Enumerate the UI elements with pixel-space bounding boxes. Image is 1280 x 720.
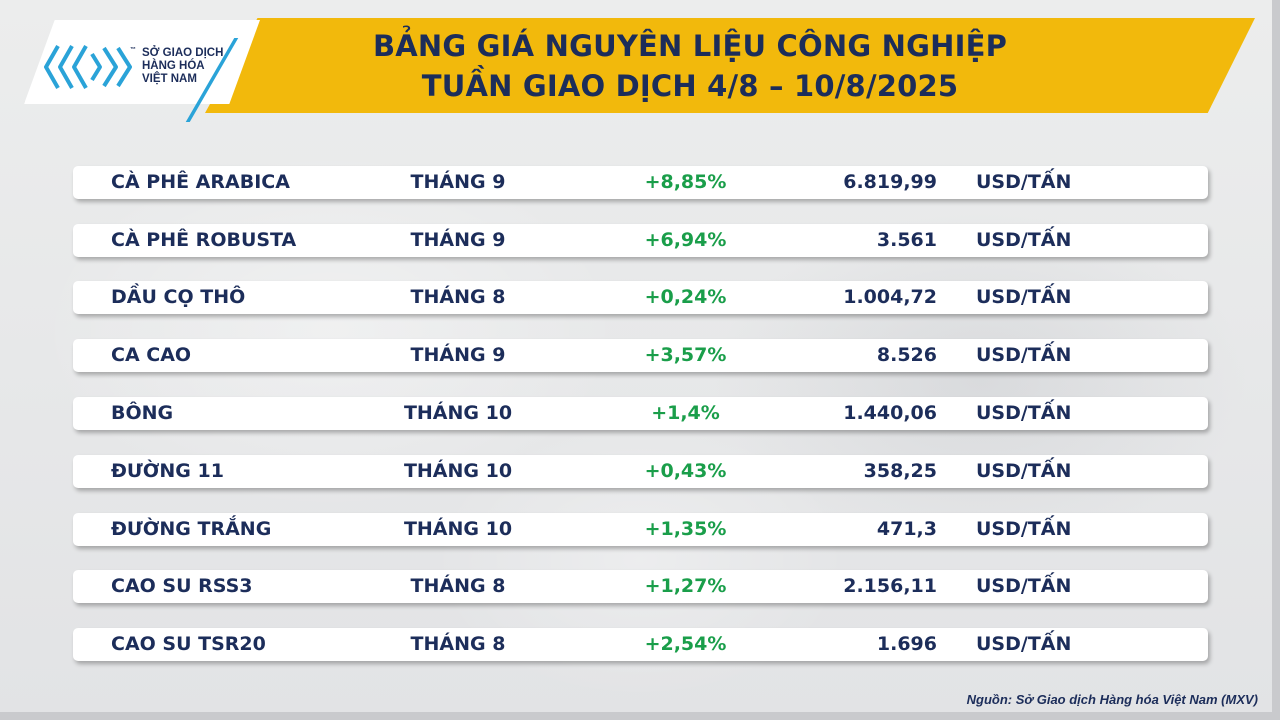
mxv-logo-icon	[44, 45, 132, 89]
price-unit: USD/TẤN	[976, 286, 1072, 308]
contract-month: THÁNG 10	[403, 460, 513, 482]
commodity-name: CAO SU RSS3	[111, 575, 253, 597]
page-title: BẢNG GIÁ NGUYÊN LIỆU CÔNG NGHIỆP TUẦN GI…	[240, 26, 1140, 106]
commodity-name: ĐƯỜNG 11	[111, 460, 224, 482]
commodity-name: CAO SU TSR20	[111, 633, 266, 655]
table-row: CÀ PHÊ ARABICA THÁNG 9 +8,85% 6.819,99 U…	[73, 166, 1208, 199]
price-value: 6.819,99	[843, 171, 937, 193]
price-unit: USD/TẤN	[976, 633, 1072, 655]
price-unit: USD/TẤN	[976, 575, 1072, 597]
price-value: 1.440,06	[843, 402, 937, 424]
title-line-1: BẢNG GIÁ NGUYÊN LIỆU CÔNG NGHIỆP	[372, 29, 1008, 63]
price-value: 471,3	[876, 518, 937, 540]
price-value: 2.156,11	[843, 575, 937, 597]
weekly-change: +8,85%	[644, 171, 727, 193]
logo-text: ™ SỞ GIAO DỊCH HÀNG HÓA VIỆT NAM	[130, 47, 224, 86]
commodity-name: DẦU CỌ THÔ	[111, 286, 246, 308]
commodity-name: CÀ PHÊ ARABICA	[111, 171, 290, 193]
weekly-change: +6,94%	[644, 229, 727, 251]
logo-line-3: VIỆT NAM	[142, 73, 197, 85]
contract-month: THÁNG 10	[403, 518, 513, 540]
trademark-mark: ™	[130, 47, 136, 53]
weekly-change: +0,24%	[644, 286, 727, 308]
price-value: 358,25	[863, 460, 937, 482]
contract-month: THÁNG 8	[410, 575, 506, 597]
table-row: DẦU CỌ THÔ THÁNG 8 +0,24% 1.004,72 USD/T…	[73, 281, 1208, 314]
weekly-change: +1,4%	[651, 402, 720, 424]
price-value: 1.004,72	[843, 286, 937, 308]
price-value: 1.696	[876, 633, 937, 655]
logo-line-1: SỞ GIAO DỊCH	[142, 47, 224, 59]
contract-month: THÁNG 9	[410, 171, 506, 193]
source-note: Nguồn: Sở Giao dịch Hàng hóa Việt Nam (M…	[966, 692, 1258, 707]
title-banner	[205, 18, 1255, 113]
price-unit: USD/TẤN	[976, 171, 1072, 193]
price-unit: USD/TẤN	[976, 460, 1072, 482]
commodity-name: CÀ PHÊ ROBUSTA	[111, 229, 297, 251]
price-value: 8.526	[876, 344, 937, 366]
weekly-change: +1,35%	[644, 518, 727, 540]
weekly-change: +3,57%	[644, 344, 727, 366]
table-row: CAO SU TSR20 THÁNG 8 +2,54% 1.696 USD/TẤ…	[73, 628, 1208, 661]
price-value: 3.561	[876, 229, 937, 251]
table-row: CAO SU RSS3 THÁNG 8 +1,27% 2.156,11 USD/…	[73, 570, 1208, 603]
weekly-change: +2,54%	[644, 633, 727, 655]
commodity-name: CA CAO	[111, 344, 192, 366]
table-row: CA CAO THÁNG 9 +3,57% 8.526 USD/TẤN	[73, 339, 1208, 372]
contract-month: THÁNG 8	[410, 633, 506, 655]
logo-line-2: HÀNG HÓA	[142, 60, 205, 72]
table-row: ĐƯỜNG 11 THÁNG 10 +0,43% 358,25 USD/TẤN	[73, 455, 1208, 488]
price-unit: USD/TẤN	[976, 344, 1072, 366]
contract-month: THÁNG 8	[410, 286, 506, 308]
title-line-2: TUẦN GIAO DỊCH 4/8 – 10/8/2025	[421, 69, 959, 103]
weekly-change: +1,27%	[644, 575, 727, 597]
weekly-change: +0,43%	[644, 460, 727, 482]
contract-month: THÁNG 9	[410, 229, 506, 251]
contract-month: THÁNG 10	[403, 402, 513, 424]
table-row: BÔNG THÁNG 10 +1,4% 1.440,06 USD/TẤN	[73, 397, 1208, 430]
contract-month: THÁNG 9	[410, 344, 506, 366]
commodity-name: ĐƯỜNG TRẮNG	[111, 518, 272, 540]
table-row: ĐƯỜNG TRẮNG THÁNG 10 +1,35% 471,3 USD/TẤ…	[73, 513, 1208, 546]
table-row: CÀ PHÊ ROBUSTA THÁNG 9 +6,94% 3.561 USD/…	[73, 224, 1208, 257]
commodity-name: BÔNG	[111, 402, 174, 424]
price-unit: USD/TẤN	[976, 518, 1072, 540]
price-unit: USD/TẤN	[976, 229, 1072, 251]
price-unit: USD/TẤN	[976, 402, 1072, 424]
